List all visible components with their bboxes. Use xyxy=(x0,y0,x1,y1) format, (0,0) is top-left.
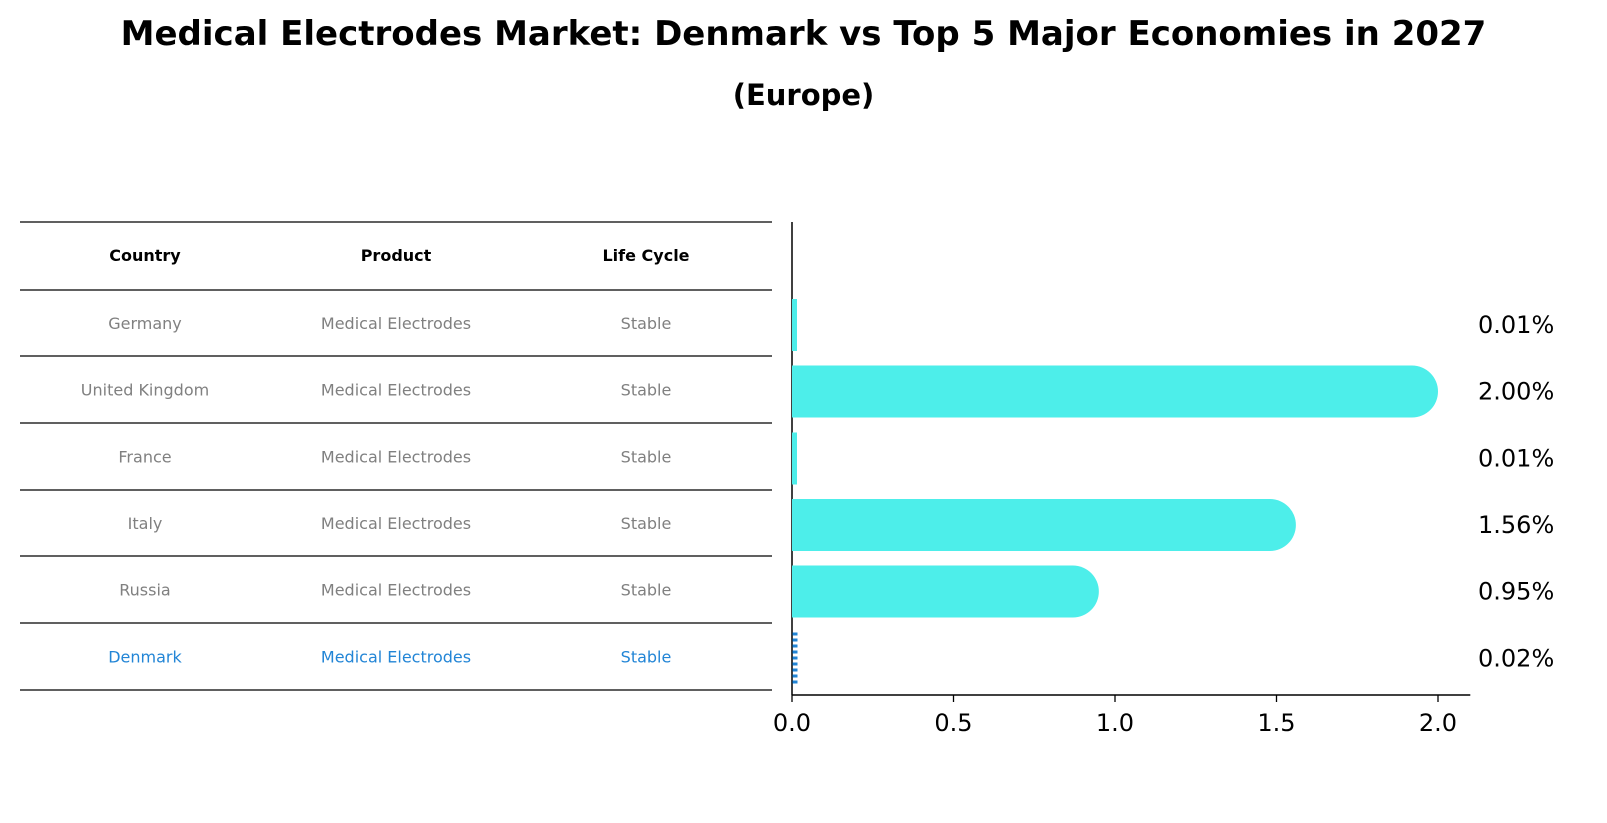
bar-italy xyxy=(792,499,1296,551)
table-cell-country: United Kingdom xyxy=(81,381,209,400)
x-tick-label: 0.5 xyxy=(934,709,972,737)
chart-subtitle: (Europe) xyxy=(732,78,875,112)
x-tick-label: 1.0 xyxy=(1096,709,1134,737)
table-header-2: Life Cycle xyxy=(602,246,689,265)
bar-value-label: 1.56% xyxy=(1478,511,1554,539)
table-cell-product: Medical Electrodes xyxy=(321,381,471,400)
bar-value-label: 0.01% xyxy=(1478,445,1554,473)
table-cell-life_cycle: Stable xyxy=(621,648,672,667)
table-cell-life_cycle: Stable xyxy=(621,581,672,600)
table-cell-product: Medical Electrodes xyxy=(321,648,471,667)
chart-title: Medical Electrodes Market: Denmark vs To… xyxy=(120,14,1487,54)
bar-russia xyxy=(792,565,1099,618)
bar-france xyxy=(792,432,797,485)
table-cell-country: Germany xyxy=(108,314,182,333)
table-cell-product: Medical Electrodes xyxy=(321,448,471,467)
table-cell-product: Medical Electrodes xyxy=(321,514,471,533)
table-cell-life_cycle: Stable xyxy=(621,381,672,400)
table-cell-product: Medical Electrodes xyxy=(321,314,471,333)
bar-value-label: 0.02% xyxy=(1478,645,1554,673)
table-cell-life_cycle: Stable xyxy=(621,514,672,533)
table-header-0: Country xyxy=(109,246,181,265)
table-cell-life_cycle: Stable xyxy=(621,314,672,333)
bar-united-kingdom xyxy=(792,365,1438,418)
bar-value-label: 0.95% xyxy=(1478,578,1554,606)
table-cell-country: France xyxy=(118,448,171,467)
bar-germany xyxy=(792,299,797,351)
table-header-1: Product xyxy=(361,246,432,265)
x-tick-label: 0.0 xyxy=(773,709,811,737)
table-cell-country: Denmark xyxy=(108,648,182,667)
table-cell-country: Italy xyxy=(128,514,163,533)
bar-value-label: 0.01% xyxy=(1478,311,1554,339)
x-tick-label: 1.5 xyxy=(1257,709,1295,737)
table-cell-product: Medical Electrodes xyxy=(321,581,471,600)
table-cell-country: Russia xyxy=(119,581,170,600)
bar-value-label: 2.00% xyxy=(1478,378,1554,406)
table-cell-life_cycle: Stable xyxy=(621,448,672,467)
x-tick-label: 2.0 xyxy=(1419,709,1457,737)
